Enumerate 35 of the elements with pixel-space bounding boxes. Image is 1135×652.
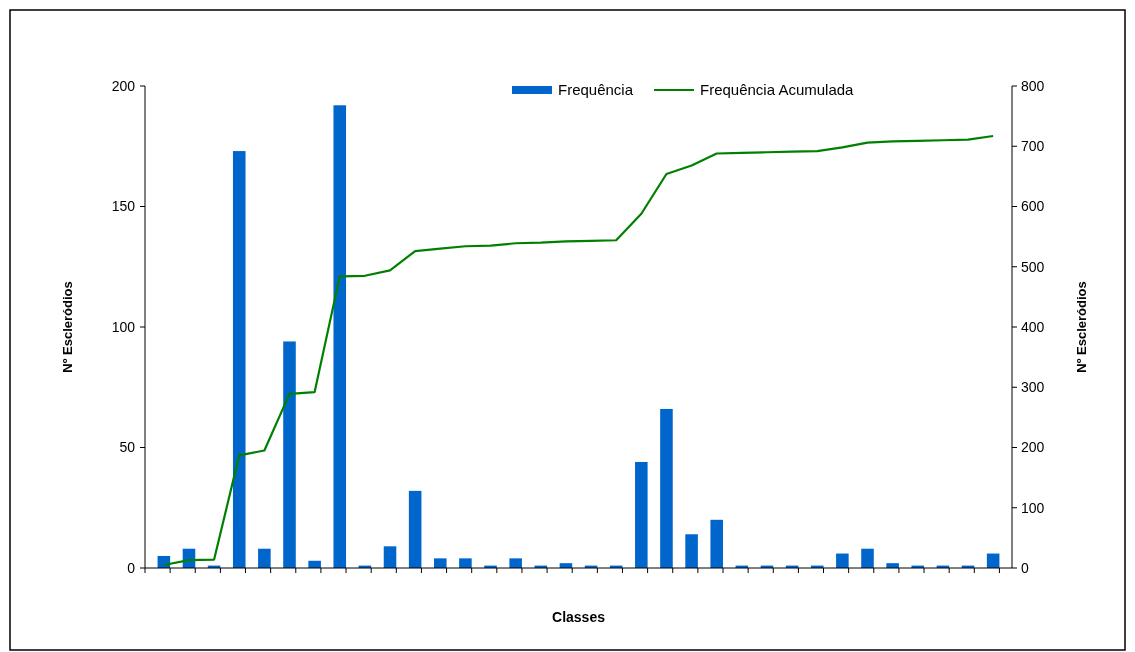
bar xyxy=(685,534,698,568)
x-axis-title: Classes xyxy=(552,609,606,625)
y2-tick-label: 200 xyxy=(1021,439,1045,456)
line-series xyxy=(162,134,995,567)
legend-label: Frequência Acumulada xyxy=(700,81,855,99)
y2-tick-label: 700 xyxy=(1021,138,1045,155)
bar xyxy=(383,546,397,568)
y-tick-label: 200 xyxy=(111,77,136,94)
bar xyxy=(660,408,673,568)
y-tick-label: 100 xyxy=(111,318,136,335)
bar xyxy=(509,558,522,568)
y2-tick-label: 100 xyxy=(1021,499,1045,516)
y2-tick-label: 500 xyxy=(1021,258,1045,275)
y-axis-title: Nº Escleródios xyxy=(60,281,75,373)
bar xyxy=(836,553,849,568)
bar xyxy=(710,519,723,568)
bar xyxy=(434,558,447,568)
bar xyxy=(258,548,271,568)
y2-tick-label: 800 xyxy=(1021,77,1045,94)
legend-label: Frequência xyxy=(558,81,634,99)
y2-tick-label: 600 xyxy=(1021,198,1045,215)
y2-tick-label: 400 xyxy=(1021,318,1045,335)
y2-tick-label: 0 xyxy=(1021,559,1029,576)
y-tick-label: 150 xyxy=(111,198,136,215)
bar xyxy=(459,558,472,568)
bar xyxy=(861,548,874,568)
bar xyxy=(333,105,347,568)
y2-tick-label: 300 xyxy=(1021,379,1045,396)
y2-axis-title: Nº Escleródios xyxy=(1074,281,1089,373)
bar xyxy=(408,490,422,568)
bar xyxy=(283,341,296,568)
bar xyxy=(232,151,246,568)
bar xyxy=(635,461,648,568)
y-tick-label: 50 xyxy=(119,439,136,456)
y-tick-label: 0 xyxy=(127,559,136,576)
